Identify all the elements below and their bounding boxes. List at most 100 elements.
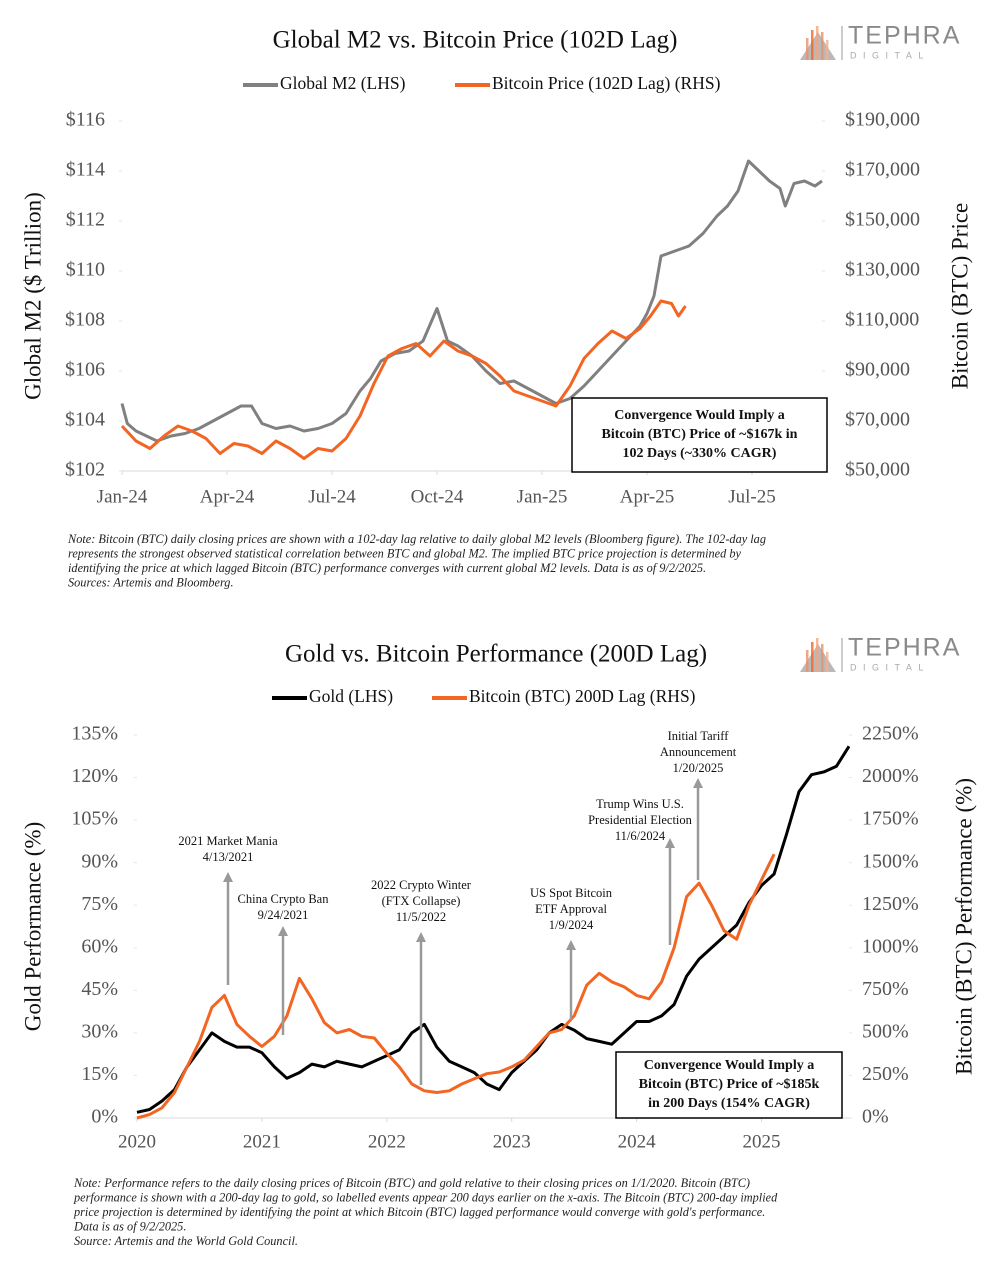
x-tick-label: 2024 [618,1131,657,1152]
x-tick-label: Apr-25 [620,486,675,507]
annotation-text: (FTX Collapse) [382,894,461,908]
logo-mark [806,38,809,60]
y-tick-label: $116 [66,109,105,131]
y2-tick-label: 750% [862,978,909,1000]
y-axis-title: Gold Performance (%) [20,822,45,1031]
y2-tick-label: 500% [862,1020,909,1042]
arrow-head [223,872,233,882]
y2-tick-label: 1500% [862,850,919,872]
legend-label: Global M2 (LHS) [280,73,406,93]
y-axis-title: Global M2 ($ Trillion) [20,192,45,400]
logo-mark [811,642,814,672]
note-text: Source: Artemis and the World Gold Counc… [74,1234,298,1248]
y-tick-label: $114 [66,159,105,181]
y-tick-label: 45% [81,978,118,1000]
x-tick-label: 2025 [743,1131,781,1152]
annotation-box [615,1051,843,1119]
x-tick-label: 2022 [368,1131,406,1152]
y2-axis-title: Bitcoin (BTC) Performance (%) [951,778,976,1075]
y-tick-label: 75% [81,893,118,915]
y-tick-label: 15% [81,1063,118,1085]
note-text: identifying the price at which lagged Bi… [68,561,706,575]
x-tick-label: Apr-24 [200,486,255,507]
legend-label: Gold (LHS) [309,686,393,706]
note-text: performance is shown with a 200-day lag … [73,1190,778,1204]
annotation-text: Initial Tariff [668,729,730,743]
annotation-box [571,397,828,473]
y2-tick-label: 2000% [862,765,919,787]
logo-sub: DIGITAL [850,662,930,672]
arrow-head [693,778,703,788]
y-tick-label: 120% [71,765,118,787]
series-line [136,853,776,1120]
note-text: Note: Bitcoin (BTC) daily closing prices… [67,532,766,546]
y2-tick-label: $150,000 [845,209,920,231]
legend-label: Bitcoin (BTC) 200D Lag (RHS) [469,686,696,706]
note-text: Sources: Artemis and Bloomberg. [68,575,234,589]
legend-label: Bitcoin Price (102D Lag) (RHS) [492,73,721,93]
logo-mark [811,30,814,60]
logo-mark [821,32,824,60]
annotation-text: 11/6/2024 [615,829,666,843]
annotation-text: 1/9/2024 [549,918,594,932]
logo-name: TEPHRA [848,22,961,50]
annotation-text: China Crypto Ban [238,892,330,906]
note-text: represents the strongest observed statis… [68,546,741,560]
y2-tick-label: 250% [862,1063,909,1085]
annotation-box-text: in 200 Days (154% CAGR) [648,1096,810,1111]
arrow-head [665,838,675,848]
x-tick-label: Oct-24 [411,486,464,507]
y-tick-label: 105% [71,808,118,830]
y2-tick-label: $190,000 [845,109,920,131]
x-tick-label: Jan-24 [97,486,148,507]
logo-name: TEPHRA [848,634,961,662]
x-tick-label: 2023 [493,1131,531,1152]
annotation-box-text: Bitcoin (BTC) Price of ~$167k in [602,427,798,442]
y-tick-label: $112 [66,209,105,231]
y2-tick-label: $90,000 [845,359,910,381]
note-text: Note: Performance refers to the daily cl… [73,1176,750,1190]
y2-axis-title: Bitcoin (BTC) Price [947,203,972,390]
x-tick-label: Jul-25 [728,486,776,507]
y2-tick-label: $110,000 [845,309,919,331]
x-tick-label: 2020 [118,1131,156,1152]
x-tick-label: Jan-25 [517,486,568,507]
y-tick-label: $108 [65,309,105,331]
y2-tick-label: $70,000 [845,409,910,431]
logo-mark [806,650,809,672]
chart-title: Gold vs. Bitcoin Performance (200D Lag) [285,641,707,668]
y2-tick-label: $170,000 [845,159,920,181]
y-tick-label: 135% [71,723,118,745]
annotation-text: 4/13/2021 [203,850,254,864]
y-tick-label: $106 [65,359,105,381]
annotation-text: Trump Wins U.S. [596,797,684,811]
annotation-text: Presidential Election [588,813,693,827]
logo-mark [826,40,829,60]
arrow-head [278,926,288,936]
y-tick-label: $104 [65,409,105,431]
annotation-box-text: Convergence Would Imply a [614,408,784,423]
y-tick-label: 0% [91,1106,118,1128]
y-tick-label: 60% [81,935,118,957]
series-line [120,299,687,460]
y-tick-label: $102 [65,459,105,481]
y2-tick-label: $130,000 [845,259,920,281]
logo-sub: DIGITAL [850,50,930,60]
y2-tick-label: 0% [862,1106,889,1128]
y2-tick-label: 1000% [862,935,919,957]
chart-title: Global M2 vs. Bitcoin Price (102D Lag) [273,27,678,54]
x-tick-label: 2021 [243,1131,281,1152]
annotation-text: 2022 Crypto Winter [371,878,472,892]
y2-tick-label: 1750% [862,808,919,830]
annotation-box-text: Bitcoin (BTC) Price of ~$185k [639,1077,820,1092]
y-tick-label: 30% [81,1020,118,1042]
arrow-head [566,940,576,950]
series-line [120,159,823,443]
annotation-text: US Spot Bitcoin [530,886,613,900]
y-tick-label: $110 [66,259,105,281]
logo-mark [826,652,829,672]
